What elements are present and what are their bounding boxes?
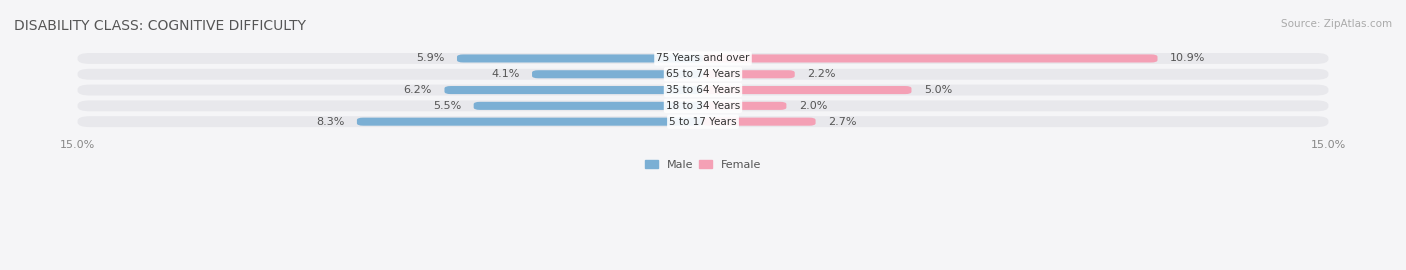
Text: 5.9%: 5.9%: [416, 53, 444, 63]
Text: 18 to 34 Years: 18 to 34 Years: [666, 101, 740, 111]
FancyBboxPatch shape: [77, 69, 1329, 80]
FancyBboxPatch shape: [531, 70, 703, 78]
FancyBboxPatch shape: [457, 55, 703, 62]
FancyBboxPatch shape: [77, 100, 1329, 111]
FancyBboxPatch shape: [77, 53, 1329, 64]
Legend: Male, Female: Male, Female: [640, 155, 766, 174]
FancyBboxPatch shape: [703, 86, 911, 94]
Text: 2.7%: 2.7%: [828, 117, 856, 127]
Text: DISABILITY CLASS: COGNITIVE DIFFICULTY: DISABILITY CLASS: COGNITIVE DIFFICULTY: [14, 19, 307, 33]
FancyBboxPatch shape: [77, 116, 1329, 127]
Text: 10.9%: 10.9%: [1170, 53, 1205, 63]
Text: Source: ZipAtlas.com: Source: ZipAtlas.com: [1281, 19, 1392, 29]
Text: 6.2%: 6.2%: [404, 85, 432, 95]
FancyBboxPatch shape: [703, 102, 786, 110]
Text: 75 Years and over: 75 Years and over: [657, 53, 749, 63]
Text: 8.3%: 8.3%: [316, 117, 344, 127]
Text: 2.0%: 2.0%: [799, 101, 827, 111]
Text: 4.1%: 4.1%: [491, 69, 520, 79]
Text: 5.5%: 5.5%: [433, 101, 461, 111]
Text: 65 to 74 Years: 65 to 74 Years: [666, 69, 740, 79]
FancyBboxPatch shape: [703, 55, 1157, 62]
FancyBboxPatch shape: [703, 70, 794, 78]
FancyBboxPatch shape: [474, 102, 703, 110]
FancyBboxPatch shape: [357, 118, 703, 126]
Text: 35 to 64 Years: 35 to 64 Years: [666, 85, 740, 95]
Text: 5.0%: 5.0%: [924, 85, 952, 95]
Text: 2.2%: 2.2%: [807, 69, 835, 79]
FancyBboxPatch shape: [444, 86, 703, 94]
FancyBboxPatch shape: [703, 118, 815, 126]
FancyBboxPatch shape: [77, 85, 1329, 96]
Text: 5 to 17 Years: 5 to 17 Years: [669, 117, 737, 127]
